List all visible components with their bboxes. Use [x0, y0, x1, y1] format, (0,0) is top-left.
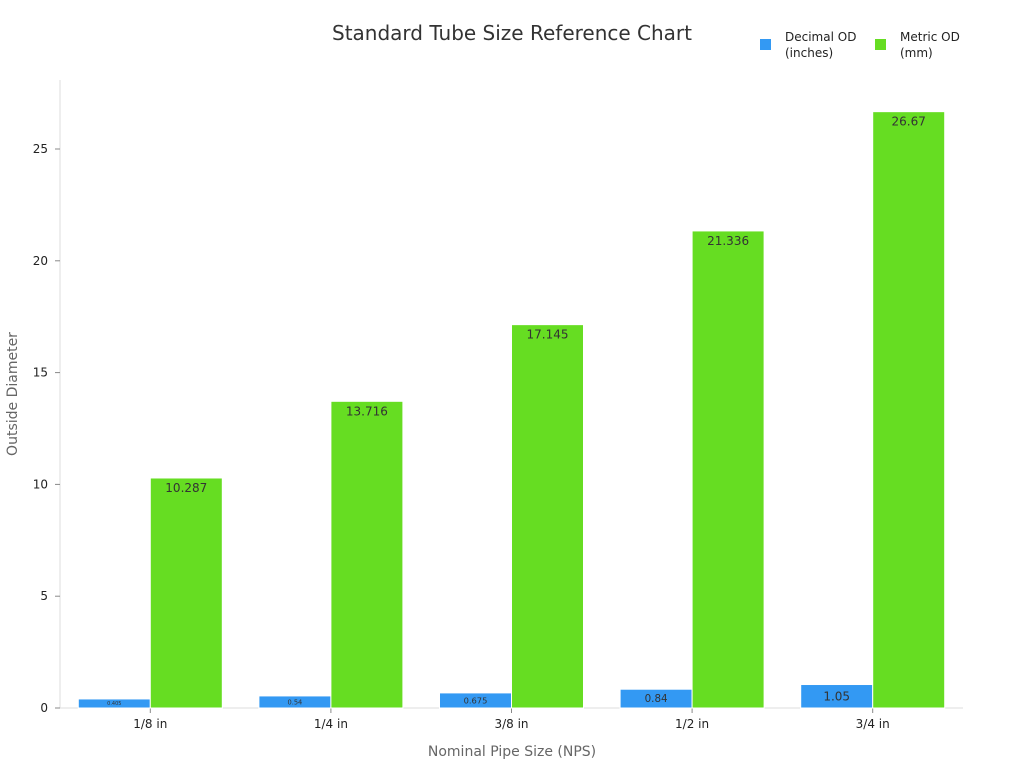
x-tick-label: 3/8 in [494, 717, 528, 731]
bar-metric-od [872, 111, 946, 709]
y-tick-label: 5 [40, 589, 48, 603]
legend-label-line: Metric OD [900, 30, 960, 44]
legend-label: Metric OD (mm) [900, 30, 960, 60]
bar-value-label: 21.336 [707, 234, 749, 248]
x-tick-label: 1/2 in [675, 717, 709, 731]
y-tick-label: 10 [33, 477, 48, 491]
bar-value-label: 0.54 [288, 698, 303, 706]
bar-metric-od [511, 324, 584, 709]
y-tick-label: 0 [40, 701, 48, 715]
x-axis-label: Nominal Pipe Size (NPS) [428, 744, 596, 760]
y-tick-label: 15 [33, 366, 48, 380]
legend-label-line: (mm) [900, 46, 933, 60]
bar-value-label: 10.287 [165, 481, 207, 495]
bar-value-label: 17.145 [527, 328, 569, 342]
bar-metric-od [330, 400, 404, 709]
x-tick-label: 3/4 in [856, 717, 890, 731]
bars: 0.405 10.287 0.54 13.716 0.675 17.145 0.84 21.3… [77, 111, 946, 709]
legend-label-line: (inches) [785, 46, 833, 60]
bar-value-label: 13.716 [346, 404, 388, 418]
y-axis-label: Outside Diameter [5, 332, 21, 456]
y-tick-label: 25 [33, 142, 48, 156]
bar-metric-od [691, 230, 765, 709]
bar-value-label: 0.84 [645, 693, 668, 705]
legend-label: Decimal OD (inches) [785, 30, 856, 60]
x-tick-label: 1/8 in [133, 717, 167, 731]
legend-swatch [875, 39, 886, 50]
bar-value-label: 0.405 [107, 701, 121, 707]
bar-value-label: 26.67 [892, 115, 926, 129]
bar-value-label: 1.05 [823, 689, 850, 703]
legend: Decimal OD (inches) Metric OD (mm) [760, 30, 960, 60]
chart-title: Standard Tube Size Reference Chart [332, 21, 692, 45]
bar-metric-od [149, 477, 223, 709]
y-tick-label: 20 [33, 254, 48, 268]
x-tick-label: 1/4 in [314, 717, 348, 731]
bar-value-label: 0.675 [464, 695, 488, 705]
legend-swatch [760, 39, 771, 50]
legend-label-line: Decimal OD [785, 30, 856, 44]
